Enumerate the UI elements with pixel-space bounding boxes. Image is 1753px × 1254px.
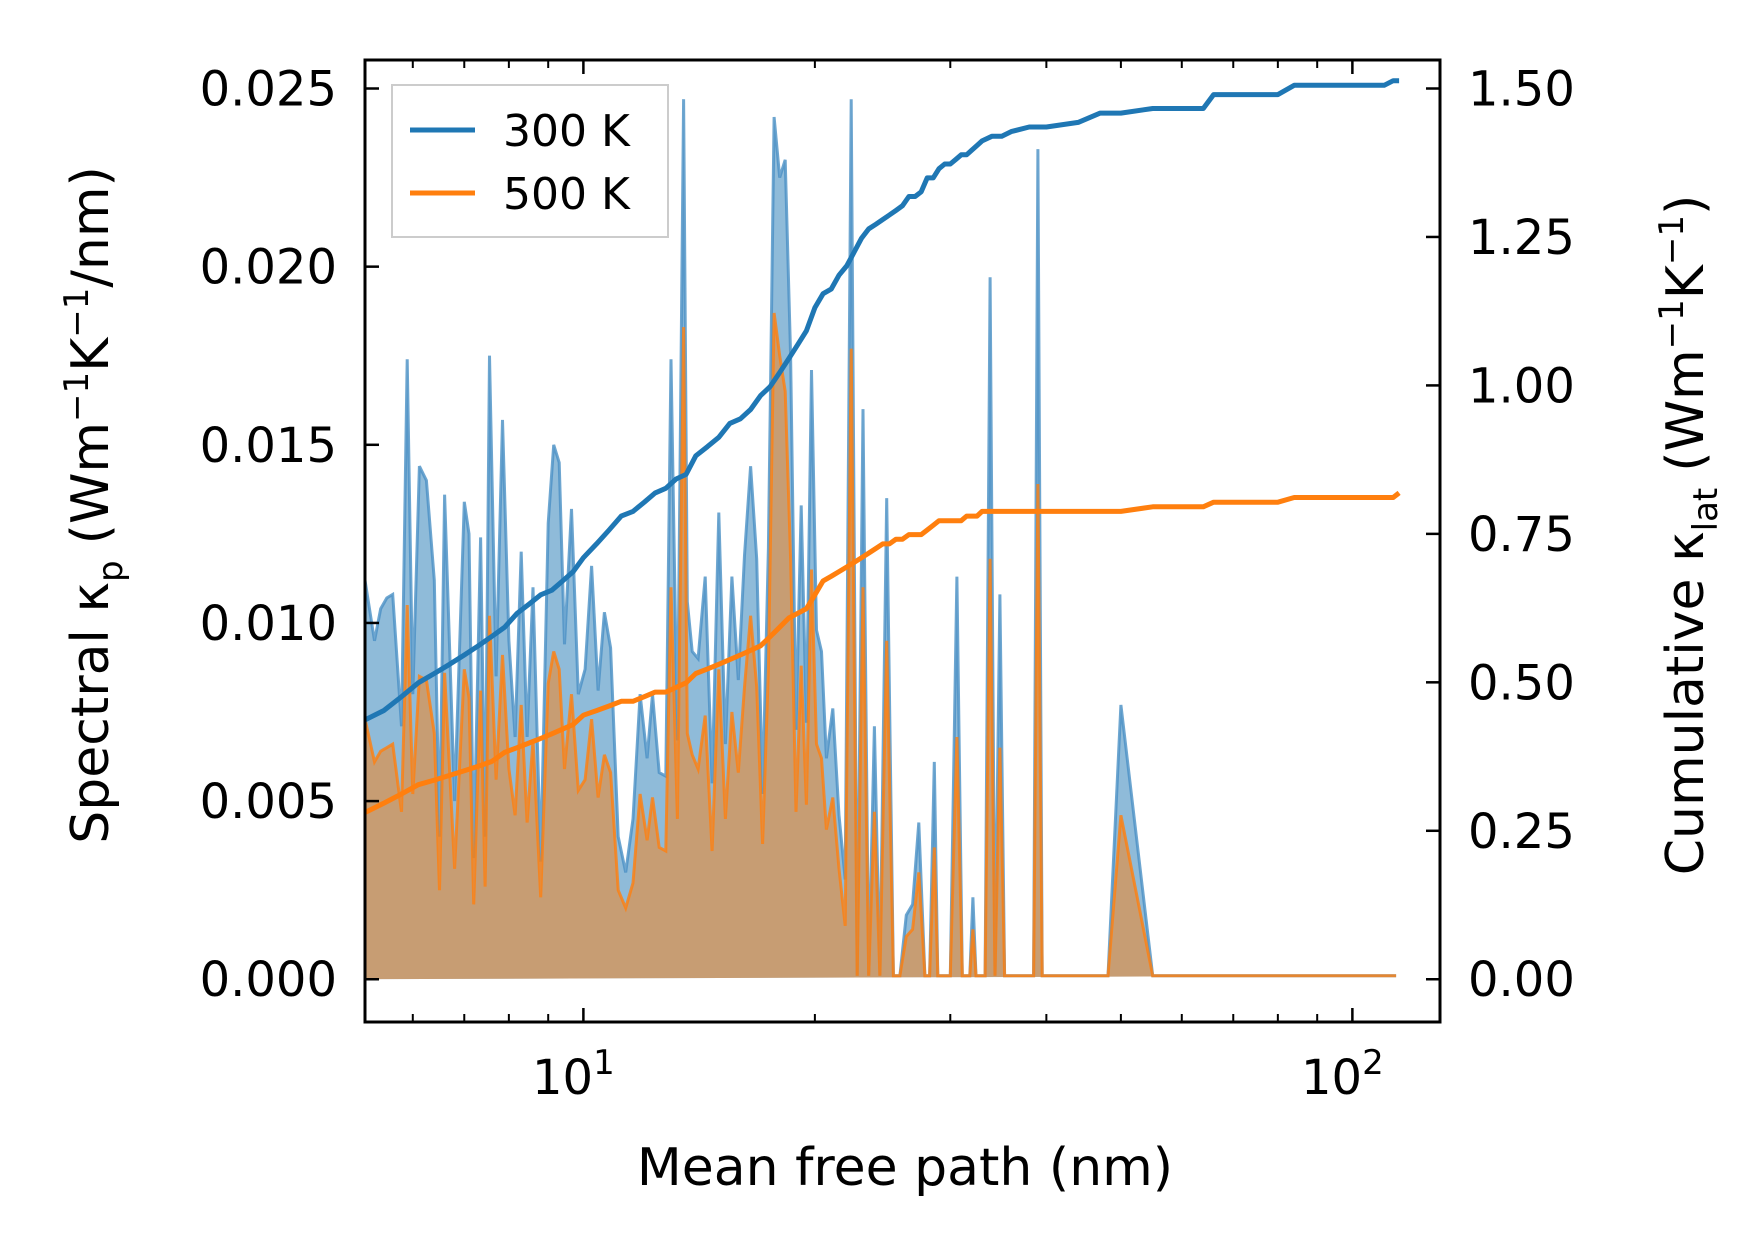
plot-marks <box>365 78 1401 980</box>
legend-frame <box>391 84 669 238</box>
y-axis-label-right: Cumulative κlat(Wm−1K−1) <box>1652 195 1726 876</box>
y-left-tick-label: 0.000 <box>200 952 337 1008</box>
y-left-tick-label: 0.005 <box>200 774 337 830</box>
y-right-tick-label: 0.00 <box>1468 952 1575 1008</box>
axes: 101 102 0.000 0.005 0.010 0.015 0.020 0.025 0.00… <box>200 58 1575 1106</box>
y-left-tick-label: 0.020 <box>200 240 337 296</box>
y-right-tick-label: 0.75 <box>1468 507 1575 563</box>
x-axis-label: Mean free path (nm) <box>637 1138 1173 1198</box>
legend: 300 K 500 K <box>391 84 669 238</box>
plot-area <box>365 78 1401 980</box>
cumulative-line-500k <box>365 490 1401 815</box>
legend-label-500k: 500 K <box>503 169 631 220</box>
legend-label-300k: 300 K <box>503 106 631 157</box>
x-tick-label: 101 <box>532 1043 615 1106</box>
y-axis-label-left: Spectral κp(Wm−1K−1/nm) <box>57 166 131 844</box>
x-tick-label: 102 <box>1301 1043 1384 1106</box>
cumulative-line-300k <box>365 78 1400 723</box>
y-right-tick-label: 1.25 <box>1468 210 1575 266</box>
spectral-line-500k <box>365 312 1397 978</box>
y-right-tick-label: 1.50 <box>1468 62 1575 118</box>
y-right-tick-label: 0.50 <box>1468 655 1575 711</box>
y-right-tick-label: 1.00 <box>1468 358 1575 414</box>
spectral-fill-500k <box>365 313 1397 980</box>
y-left-tick-label: 0.010 <box>200 596 337 652</box>
y-left-tick-label: 0.025 <box>200 62 337 118</box>
y-left-tick-label: 0.015 <box>200 418 337 474</box>
y-right-tick-label: 0.25 <box>1468 804 1575 860</box>
axes-frame <box>363 58 1442 1024</box>
